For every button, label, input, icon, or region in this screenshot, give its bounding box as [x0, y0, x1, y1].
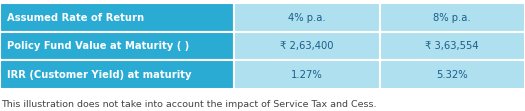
Text: ₹ 2,63,400: ₹ 2,63,400 — [280, 41, 333, 51]
Bar — [234, 60, 380, 89]
Text: This illustration does not take into account the impact of Service Tax and Cess.: This illustration does not take into acc… — [1, 100, 376, 109]
Bar — [380, 32, 525, 60]
Text: Policy Fund Value at Maturity ( ): Policy Fund Value at Maturity ( ) — [7, 41, 189, 51]
Bar — [0, 3, 234, 32]
Text: 1.27%: 1.27% — [291, 70, 322, 80]
Bar — [0, 32, 234, 60]
Text: ₹ 3,63,554: ₹ 3,63,554 — [425, 41, 479, 51]
Bar — [380, 3, 525, 32]
Text: 4% p.a.: 4% p.a. — [288, 13, 326, 23]
Text: Assumed Rate of Return: Assumed Rate of Return — [7, 13, 144, 23]
Bar — [234, 3, 380, 32]
Text: 8% p.a.: 8% p.a. — [434, 13, 471, 23]
Bar — [0, 60, 234, 89]
Text: IRR (Customer Yield) at maturity: IRR (Customer Yield) at maturity — [7, 70, 191, 80]
Bar — [234, 32, 380, 60]
Text: 5.32%: 5.32% — [436, 70, 468, 80]
Bar — [380, 60, 525, 89]
